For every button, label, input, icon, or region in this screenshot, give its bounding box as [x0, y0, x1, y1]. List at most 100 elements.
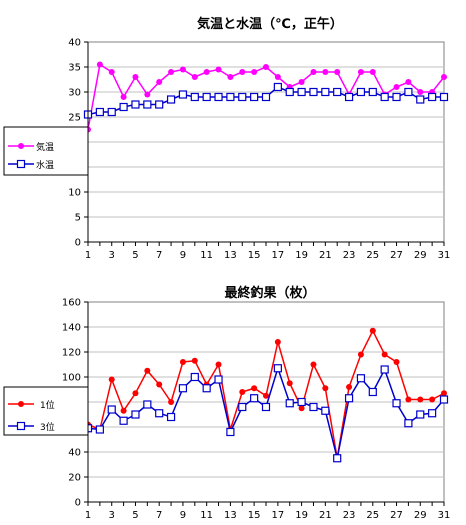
- data-point: [441, 390, 447, 397]
- data-point: [238, 92, 247, 102]
- data-point: [261, 402, 271, 412]
- data-point: [441, 74, 447, 80]
- data-point: [214, 375, 223, 384]
- legend-label-water-temp: 水温: [36, 159, 54, 171]
- data-point: [155, 100, 164, 109]
- data-point: [333, 454, 342, 463]
- data-point: [297, 87, 306, 97]
- y-tick-label: 25: [68, 113, 81, 124]
- x-tick-label: 31: [438, 510, 451, 521]
- data-point: [321, 406, 330, 415]
- data-point: [273, 364, 282, 373]
- x-tick-label: 7: [156, 250, 162, 261]
- y-tick-label: 120: [62, 348, 81, 359]
- data-point: [155, 409, 164, 418]
- x-tick-label: 13: [224, 510, 237, 521]
- x-tick-label: 15: [248, 510, 261, 521]
- data-point: [369, 69, 376, 75]
- y-tick-label: 10: [68, 188, 81, 199]
- data-point: [285, 87, 294, 97]
- x-tick-label: 3: [109, 250, 115, 261]
- data-point: [179, 66, 186, 73]
- data-point: [334, 69, 341, 75]
- data-point: [439, 92, 449, 102]
- data-point: [310, 361, 317, 368]
- data-point: [285, 399, 294, 408]
- y-tick-label: 40: [68, 448, 81, 459]
- x-tick-label: 11: [200, 250, 213, 261]
- data-point: [108, 376, 115, 383]
- data-point: [393, 84, 400, 90]
- legend-label-first-place: 1位: [40, 399, 55, 411]
- chart1-series: [83, 42, 449, 243]
- data-point: [202, 384, 211, 393]
- data-point: [344, 394, 354, 403]
- data-point: [156, 79, 163, 85]
- data-point: [263, 64, 269, 70]
- data-point: [250, 394, 259, 403]
- data-point: [166, 95, 176, 104]
- data-point: [215, 361, 222, 368]
- data-point: [107, 405, 116, 414]
- data-point: [168, 399, 175, 405]
- x-tick-label: 19: [295, 510, 308, 521]
- data-point: [191, 74, 198, 80]
- data-point: [239, 389, 246, 395]
- data-point: [297, 397, 306, 407]
- data-point: [428, 409, 437, 418]
- x-tick-label: 9: [180, 510, 186, 521]
- data-point: [178, 384, 188, 393]
- x-tick-label: 17: [271, 510, 284, 521]
- chart-catch: 最終釣果（枚） 020406080100120140160 1357911131…: [3, 285, 451, 521]
- data-point: [404, 87, 413, 97]
- x-tick-label: 23: [343, 250, 356, 261]
- data-point: [119, 416, 128, 425]
- data-point: [346, 384, 353, 390]
- y-tick-label: 40: [68, 38, 81, 49]
- legend-label-air-temp: 気温: [36, 141, 54, 153]
- x-tick-label: 13: [224, 250, 237, 261]
- data-point: [416, 410, 425, 419]
- data-point: [251, 69, 258, 75]
- data-point: [428, 92, 437, 102]
- data-point: [191, 357, 198, 364]
- data-point: [95, 425, 104, 434]
- chart2-x-ticks: 1 3 5 7 9 11 13 15 17 19 21 23 25 27 29 31: [85, 502, 451, 521]
- x-tick-label: 3: [109, 510, 115, 521]
- data-point: [405, 396, 412, 403]
- data-point: [178, 90, 188, 99]
- chart2-title: 最終釣果（枚）: [224, 285, 315, 301]
- data-point: [357, 351, 364, 358]
- data-point: [439, 395, 449, 404]
- data-point: [190, 372, 199, 382]
- x-tick-label: 19: [295, 250, 308, 261]
- x-tick-label: 9: [180, 250, 186, 261]
- data-point: [380, 92, 389, 102]
- data-point: [380, 365, 389, 374]
- data-point: [156, 381, 163, 388]
- data-point: [226, 92, 235, 102]
- data-point: [143, 400, 152, 409]
- x-tick-label: 25: [366, 510, 379, 521]
- data-point: [238, 402, 247, 412]
- data-point: [120, 407, 127, 414]
- data-point: [322, 385, 329, 392]
- data-point: [119, 102, 128, 112]
- chart1-x-ticks: 1 3 5 7 9 11 13 15 17 19 21 23 25 27 29 31: [85, 242, 451, 261]
- data-point: [190, 92, 199, 102]
- data-point: [429, 396, 436, 403]
- legend-marker-air-temp: [18, 143, 24, 149]
- data-point: [356, 374, 366, 383]
- y-tick-label: 160: [62, 298, 81, 309]
- y-tick-label: 140: [62, 323, 81, 334]
- x-tick-label: 23: [343, 510, 356, 521]
- x-tick-label: 29: [414, 510, 427, 521]
- data-point: [344, 92, 354, 102]
- data-point: [132, 74, 139, 80]
- x-tick-label: 1: [85, 510, 91, 521]
- data-point: [108, 69, 115, 75]
- x-tick-label: 11: [200, 510, 213, 521]
- x-tick-label: 31: [438, 250, 451, 261]
- chart-temperature: 気温と水温（℃，正午） 0510152025303540 13579111315…: [3, 16, 451, 261]
- y-tick-label: 20: [68, 473, 81, 484]
